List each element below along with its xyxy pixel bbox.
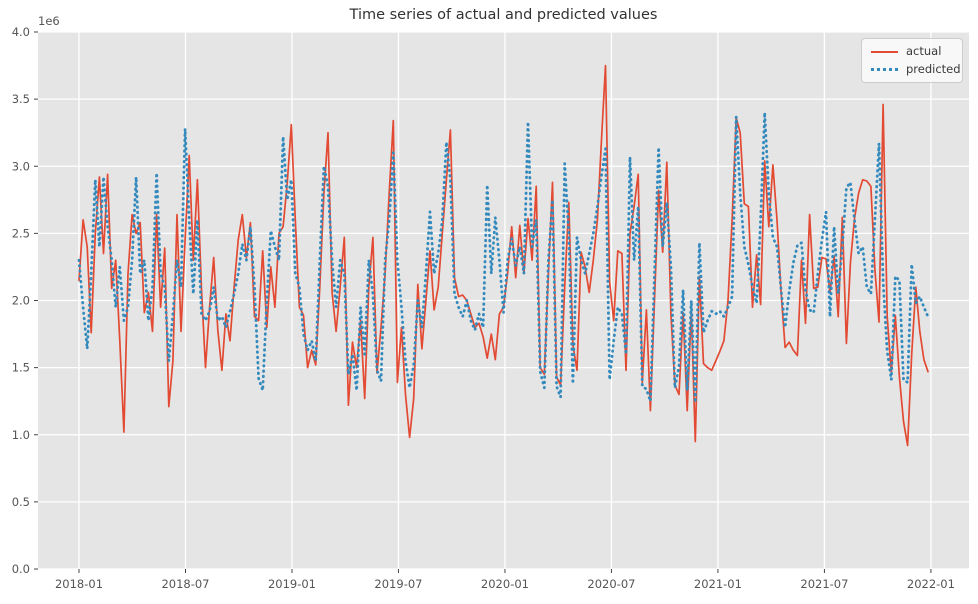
legend-item-predicted: predicted: [871, 63, 961, 76]
x-tick-label: 2018-01: [55, 577, 103, 591]
tick-labels: 0.0 0.5 1.0 1.5 2.0 2.5 3.0 3.5 4.0 2018-01 2018-0…: [12, 25, 955, 591]
x-tick-label: 2019-07: [374, 577, 422, 591]
series-predicted-line: [77, 111, 930, 404]
legend: actual predicted: [861, 38, 963, 83]
legend-item-actual: actual: [871, 44, 953, 58]
actual-line-swatch: [871, 50, 898, 53]
y-tick-label: 3.0: [12, 159, 30, 173]
y-tick-label: 3.5: [12, 92, 30, 106]
x-tick-label: 2022-01: [907, 577, 955, 591]
y-tick-label: 1.0: [12, 428, 30, 442]
x-tick-label: 2021-07: [800, 577, 848, 591]
y-tick-label: 2.5: [12, 226, 30, 240]
x-tick-label: 2020-07: [587, 577, 635, 591]
legend-label-actual: actual: [906, 44, 942, 58]
predicted-line-swatch: [871, 67, 898, 71]
y-axis-offset-label: 1e6: [38, 14, 60, 28]
y-tick-label: 0.0: [12, 562, 30, 576]
y-tick-label: 0.5: [12, 495, 30, 509]
x-tick-label: 2019-01: [268, 577, 316, 591]
tick-marks: [34, 31, 932, 573]
chart-title: Time series of actual and predicted valu…: [349, 7, 658, 23]
y-tick-label: 1.5: [12, 361, 30, 375]
x-tick-label: 2021-01: [694, 577, 742, 591]
x-tick-label: 2020-01: [481, 577, 529, 591]
x-tick-label: 2018-07: [161, 577, 209, 591]
legend-label-predicted: predicted: [906, 61, 961, 76]
y-tick-label: 4.0: [12, 25, 30, 39]
y-tick-label: 2.0: [12, 294, 30, 308]
